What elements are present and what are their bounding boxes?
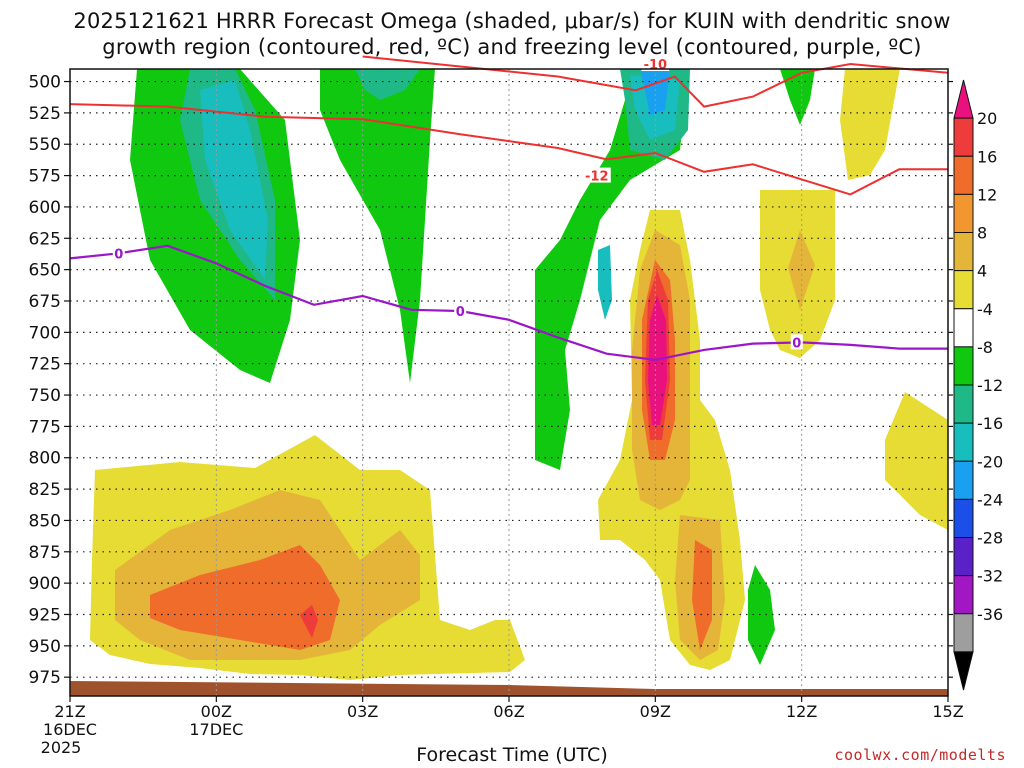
colorbar-swatch — [953, 537, 974, 577]
colorbar-label: 16 — [977, 147, 997, 166]
omega-descent-left-peak — [300, 605, 318, 638]
x-tick-label: 12Z — [786, 702, 817, 721]
colorbar-label: -8 — [977, 338, 993, 357]
dgz-label-minus10: -10 — [644, 58, 668, 73]
colorbar-label: -12 — [977, 376, 1003, 395]
colorbar-swatch — [953, 308, 974, 348]
colorbar-label: -20 — [977, 452, 1003, 471]
title-line-1: 2025121621 HRRR Forecast Omega (shaded, … — [73, 9, 951, 33]
y-tick-label: 550 — [29, 135, 61, 155]
freezing-label-2: 0 — [456, 305, 465, 320]
colorbar-label: -36 — [977, 605, 1003, 624]
omega-descent-farright — [885, 392, 948, 530]
axes: 500 525 550 575 600 625 650 675 700 725 750 775 800 8… — [29, 68, 964, 757]
omega-ascent-top-inner — [355, 69, 420, 100]
y-tick-label: 725 — [29, 355, 61, 375]
colorbar-label: 12 — [977, 185, 997, 204]
ground-surface — [70, 681, 948, 696]
y-tick-label: 650 — [29, 261, 61, 281]
y-tick-label: 775 — [29, 417, 61, 437]
freezing-label-1: 0 — [114, 247, 123, 262]
colorbar-swatch — [953, 575, 974, 615]
dgz-contour-line — [69, 103, 948, 196]
colorbar-label: -4 — [977, 300, 993, 319]
omega-ascent-bottom — [748, 565, 775, 665]
y-tick-label: 700 — [29, 323, 61, 343]
colorbar-swatch — [953, 270, 974, 310]
colorbar: 20 16 12 8 4 -4 -8 -12 -16 -20 -24 -28 -32 -36 — [953, 79, 1003, 691]
y-tick-label: 825 — [29, 480, 61, 500]
contour-label-bg — [454, 303, 467, 319]
x-tick-label: 15Z — [932, 702, 963, 721]
y-tick-label: 900 — [29, 574, 61, 594]
y-tick-label: 850 — [29, 511, 61, 531]
colorbar-swatch — [953, 498, 974, 538]
colorbar-swatch — [953, 346, 974, 386]
y-tick-label: 575 — [29, 167, 61, 187]
freezing-label-3: 0 — [792, 336, 801, 351]
colorbar-swatch — [953, 613, 974, 653]
x-tick-date: 16DEC — [43, 720, 97, 739]
colorbar-swatch — [953, 117, 974, 157]
credit-link[interactable]: coolwx.com/modelts — [834, 746, 1006, 764]
colorbar-label: 4 — [977, 262, 987, 281]
colorbar-label: -28 — [977, 529, 1003, 548]
y-tick-label: 625 — [29, 229, 61, 249]
y-tick-label: 875 — [29, 543, 61, 563]
colorbar-label: -24 — [977, 490, 1003, 509]
x-tick-label: 03Z — [347, 702, 378, 721]
y-tick-label: 950 — [29, 637, 61, 657]
x-tick-label: 00Z — [201, 702, 232, 721]
omega-ascent-left-core — [200, 80, 268, 280]
y-tick-label: 525 — [29, 104, 61, 124]
colorbar-label: 8 — [977, 224, 987, 243]
y-tick-label: 925 — [29, 605, 61, 625]
x-axis-title: Forecast Time (UTC) — [416, 744, 608, 766]
contour-label-bg — [641, 55, 670, 71]
omega-ascent-mid — [535, 69, 685, 470]
omega-shading — [90, 69, 948, 680]
colorbar-label: -32 — [977, 567, 1003, 586]
colorbar-swatch — [953, 460, 974, 500]
y-tick-label: 675 — [29, 292, 61, 312]
colorbar-swatch — [953, 232, 974, 272]
colorbar-label: 20 — [977, 109, 997, 128]
x-tick-year: 2025 — [41, 738, 82, 757]
omega-ascent-right-top — [780, 69, 815, 125]
ground-layer — [70, 681, 948, 696]
colorbar-swatch — [953, 384, 974, 424]
colorbar-swatch — [953, 422, 974, 462]
y-tick-label: 750 — [29, 386, 61, 406]
x-tick-label: 21Z — [54, 702, 85, 721]
y-tick-label: 600 — [29, 198, 61, 218]
x-tick-label: 06Z — [493, 702, 524, 721]
colorbar-swatch — [953, 193, 974, 233]
contour-label-bg — [112, 245, 125, 261]
colorbar-swatch — [953, 155, 974, 195]
x-tick-date: 17DEC — [189, 720, 243, 739]
y-tick-label: 975 — [29, 668, 61, 688]
colorbar-label: -16 — [977, 414, 1003, 433]
chart-title: 2025121621 HRRR Forecast Omega (shaded, … — [0, 8, 1024, 60]
contour-label-bg — [790, 334, 803, 350]
omega-descent-left-core — [150, 545, 340, 650]
y-tick-label: 500 — [29, 73, 61, 93]
omega-descent-right-red2 — [692, 540, 712, 650]
contour-label-bg — [582, 167, 611, 183]
title-line-2: growth region (contoured, red, ºC) and f… — [102, 35, 922, 59]
colorbar-cap-bottom — [953, 651, 974, 691]
y-tick-label: 800 — [29, 449, 61, 469]
colorbar-cap-top — [953, 79, 974, 119]
omega-descent-topright — [840, 69, 900, 180]
omega-ascent-small — [598, 245, 612, 320]
x-tick-label: 09Z — [640, 702, 671, 721]
omega-ascent-top — [320, 69, 435, 383]
dgz-label-minus12: -12 — [585, 170, 609, 185]
